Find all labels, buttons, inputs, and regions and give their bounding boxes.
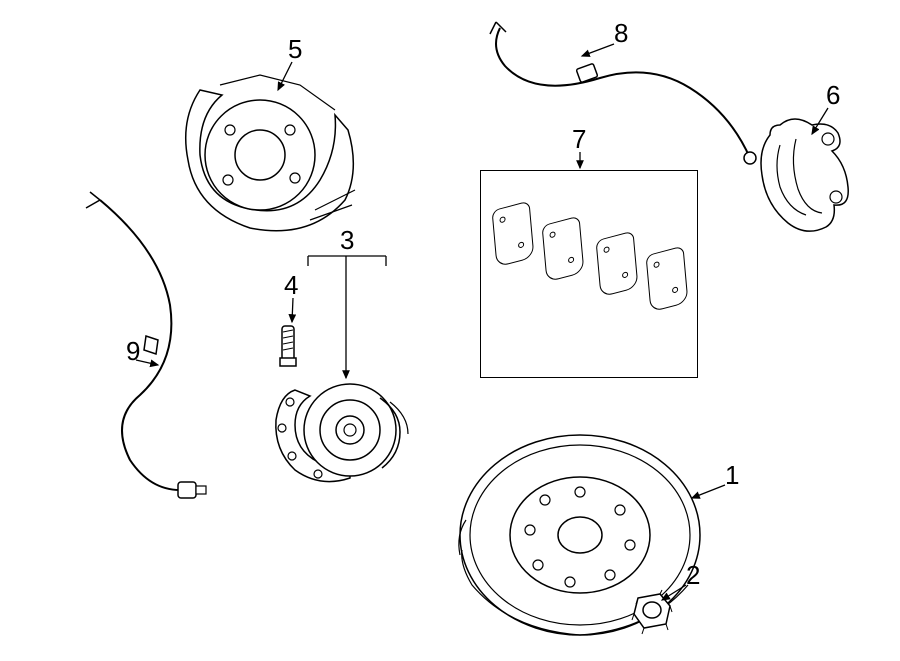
- parts-diagram-canvas: 1 2 3 4 5 6 7 8 9: [0, 0, 900, 661]
- callout-label-1: 1: [725, 460, 739, 491]
- callout-label-6: 6: [826, 80, 840, 111]
- wheel-hub-icon: [240, 320, 420, 500]
- callout-label-9: 9: [126, 336, 140, 367]
- callout-label-5: 5: [288, 34, 302, 65]
- callout-label-7: 7: [572, 124, 586, 155]
- brake-pad-icon: [596, 231, 639, 298]
- brake-pad-icon: [646, 246, 689, 313]
- brake-caliper-icon: [740, 115, 860, 255]
- wheel-nut-icon: [626, 588, 676, 638]
- brake-pad-icon: [542, 216, 585, 283]
- wheel-stud-icon: [280, 326, 296, 366]
- abs-sensor-wire-icon: [40, 190, 260, 520]
- callout-label-3: 3: [340, 225, 354, 256]
- callout-label-8: 8: [614, 18, 628, 49]
- callout-label-2: 2: [686, 560, 700, 591]
- callout-label-4: 4: [284, 270, 298, 301]
- brake-pad-icon: [492, 201, 535, 268]
